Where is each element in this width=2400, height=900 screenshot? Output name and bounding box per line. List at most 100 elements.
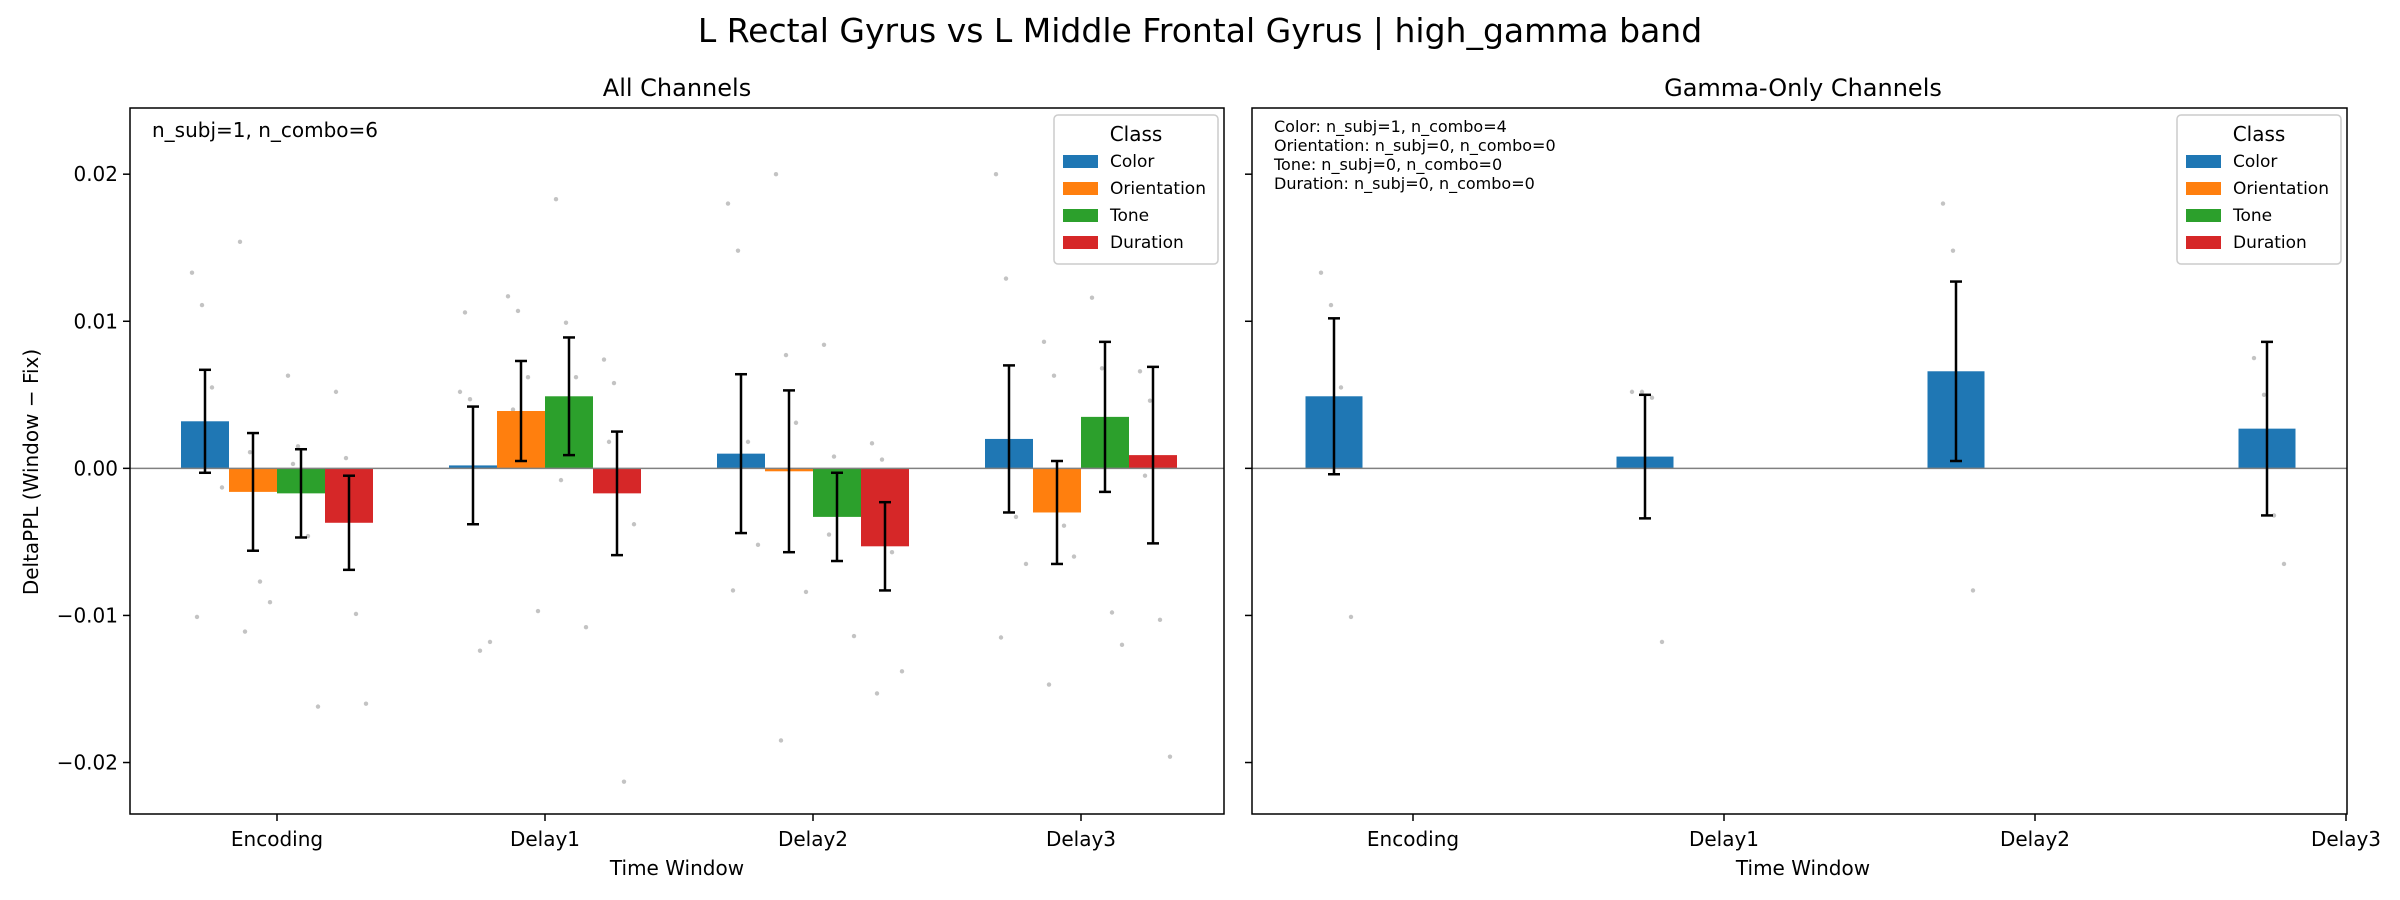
x-tick-label: Encoding [1367, 827, 1459, 851]
legend-swatch-color [1063, 155, 1098, 168]
annotation-text: n_subj=1, n_combo=6 [152, 118, 378, 142]
data-point [1119, 642, 1125, 648]
annotation-text: Color: n_subj=1, n_combo=4 [1274, 117, 1507, 137]
legend-box [2176, 114, 2342, 265]
data-point [257, 579, 263, 584]
data-point [1046, 682, 1052, 687]
data-point [1013, 514, 1019, 520]
x-tick-label: Delay1 [510, 827, 580, 851]
data-point [725, 201, 731, 206]
legend-label: Color [2233, 152, 2277, 172]
data-point [558, 477, 564, 483]
y-tick-label: 0.01 [73, 309, 118, 333]
data-point [1137, 369, 1143, 374]
data-point [315, 704, 321, 709]
data-point [631, 522, 637, 527]
data-point [462, 310, 468, 315]
data-point [899, 669, 905, 674]
data-point [285, 373, 291, 378]
data-point [1328, 302, 1334, 308]
data-point [535, 608, 541, 614]
data-point [783, 352, 789, 358]
data-point [745, 439, 751, 445]
legend-swatch-tone [1063, 209, 1098, 222]
legend-label: Tone [1109, 206, 1149, 226]
legend-label: Tone [2232, 206, 2272, 226]
data-point [601, 357, 607, 362]
axes-frame [129, 107, 1225, 815]
data-point [735, 248, 741, 253]
data-point [778, 738, 784, 743]
data-point [510, 407, 516, 412]
data-point [793, 420, 799, 425]
data-point [477, 648, 483, 653]
x-axis-label: Time Window [1735, 856, 1870, 880]
data-point [267, 600, 273, 605]
data-point [295, 444, 301, 449]
data-point [874, 691, 880, 696]
plot-area: Encoding Delay1 Delay2 Delay3 Color: n_subj=… [1245, 107, 2381, 851]
data-point [1348, 614, 1354, 620]
panel-title: Gamma-Only Channels [1664, 74, 1942, 102]
data-point [1639, 389, 1645, 395]
data-point [563, 320, 569, 325]
data-point [879, 457, 885, 462]
legend-label: Duration [1110, 233, 1184, 253]
legend-label: Orientation [1110, 179, 1206, 199]
annotation-text: Orientation: n_subj=0, n_combo=0 [1274, 136, 1556, 156]
data-point [237, 239, 243, 245]
x-tick-label: Encoding [231, 827, 323, 851]
y-tick-label: −0.02 [57, 751, 118, 775]
x-axis-label: Time Window [609, 856, 744, 880]
data-point [621, 779, 627, 784]
data-point [1071, 554, 1077, 559]
data-point [2261, 392, 2267, 398]
annotation-text: Tone: n_subj=0, n_combo=0 [1273, 155, 1502, 175]
data-point [1109, 610, 1115, 615]
data-point [457, 389, 463, 395]
data-point [194, 614, 200, 620]
x-tick-label: Delay3 [2311, 827, 2381, 851]
data-point [773, 171, 779, 177]
axes-frame [1251, 107, 2348, 815]
data-point [730, 588, 736, 593]
panel-all-channels: All Channels DeltaPPL (Window − Fix) Tim… [19, 74, 1225, 880]
data-point [343, 455, 349, 461]
data-point [1051, 373, 1057, 378]
legend-title: Class [2233, 122, 2286, 146]
data-point [1099, 366, 1105, 371]
plot-area: −0.02 −0.01 0.00 0.01 0.02 Encoding Delay1 Dela… [57, 107, 1225, 851]
data-point [219, 485, 225, 490]
legend-label: Duration [2233, 233, 2307, 253]
data-point [290, 461, 296, 467]
legend-label: Orientation [2233, 179, 2329, 199]
data-point [1023, 561, 1029, 567]
data-point [573, 374, 579, 380]
data-point [515, 308, 521, 314]
data-point [333, 389, 339, 395]
data-point [553, 196, 559, 202]
legend-swatch-tone [2186, 209, 2221, 222]
legend-swatch-orientation [2186, 182, 2221, 195]
data-point [1167, 754, 1173, 759]
data-point [2251, 355, 2257, 361]
panel-gamma-only: Gamma-Only Channels Time Window Encoding… [1245, 74, 2381, 880]
data-point [1318, 270, 1324, 275]
data-point [353, 611, 359, 617]
y-axis-label: DeltaPPL (Window − Fix) [19, 349, 43, 595]
data-point [1061, 523, 1067, 528]
y-tick-label: 0.02 [73, 162, 118, 186]
data-point [2281, 561, 2287, 567]
x-tick-label: Delay3 [1046, 827, 1116, 851]
legend-swatch-color [2186, 155, 2221, 168]
data-point [247, 449, 253, 455]
data-point [209, 385, 215, 390]
data-point [1003, 276, 1009, 281]
data-point [821, 342, 827, 348]
data-point [467, 397, 473, 402]
legend-swatch-duration [1063, 236, 1098, 249]
legend-title: Class [1110, 122, 1163, 146]
x-tick-label: Delay2 [778, 827, 848, 851]
figure-title: L Rectal Gyrus vs L Middle Frontal Gyrus… [698, 11, 1702, 50]
